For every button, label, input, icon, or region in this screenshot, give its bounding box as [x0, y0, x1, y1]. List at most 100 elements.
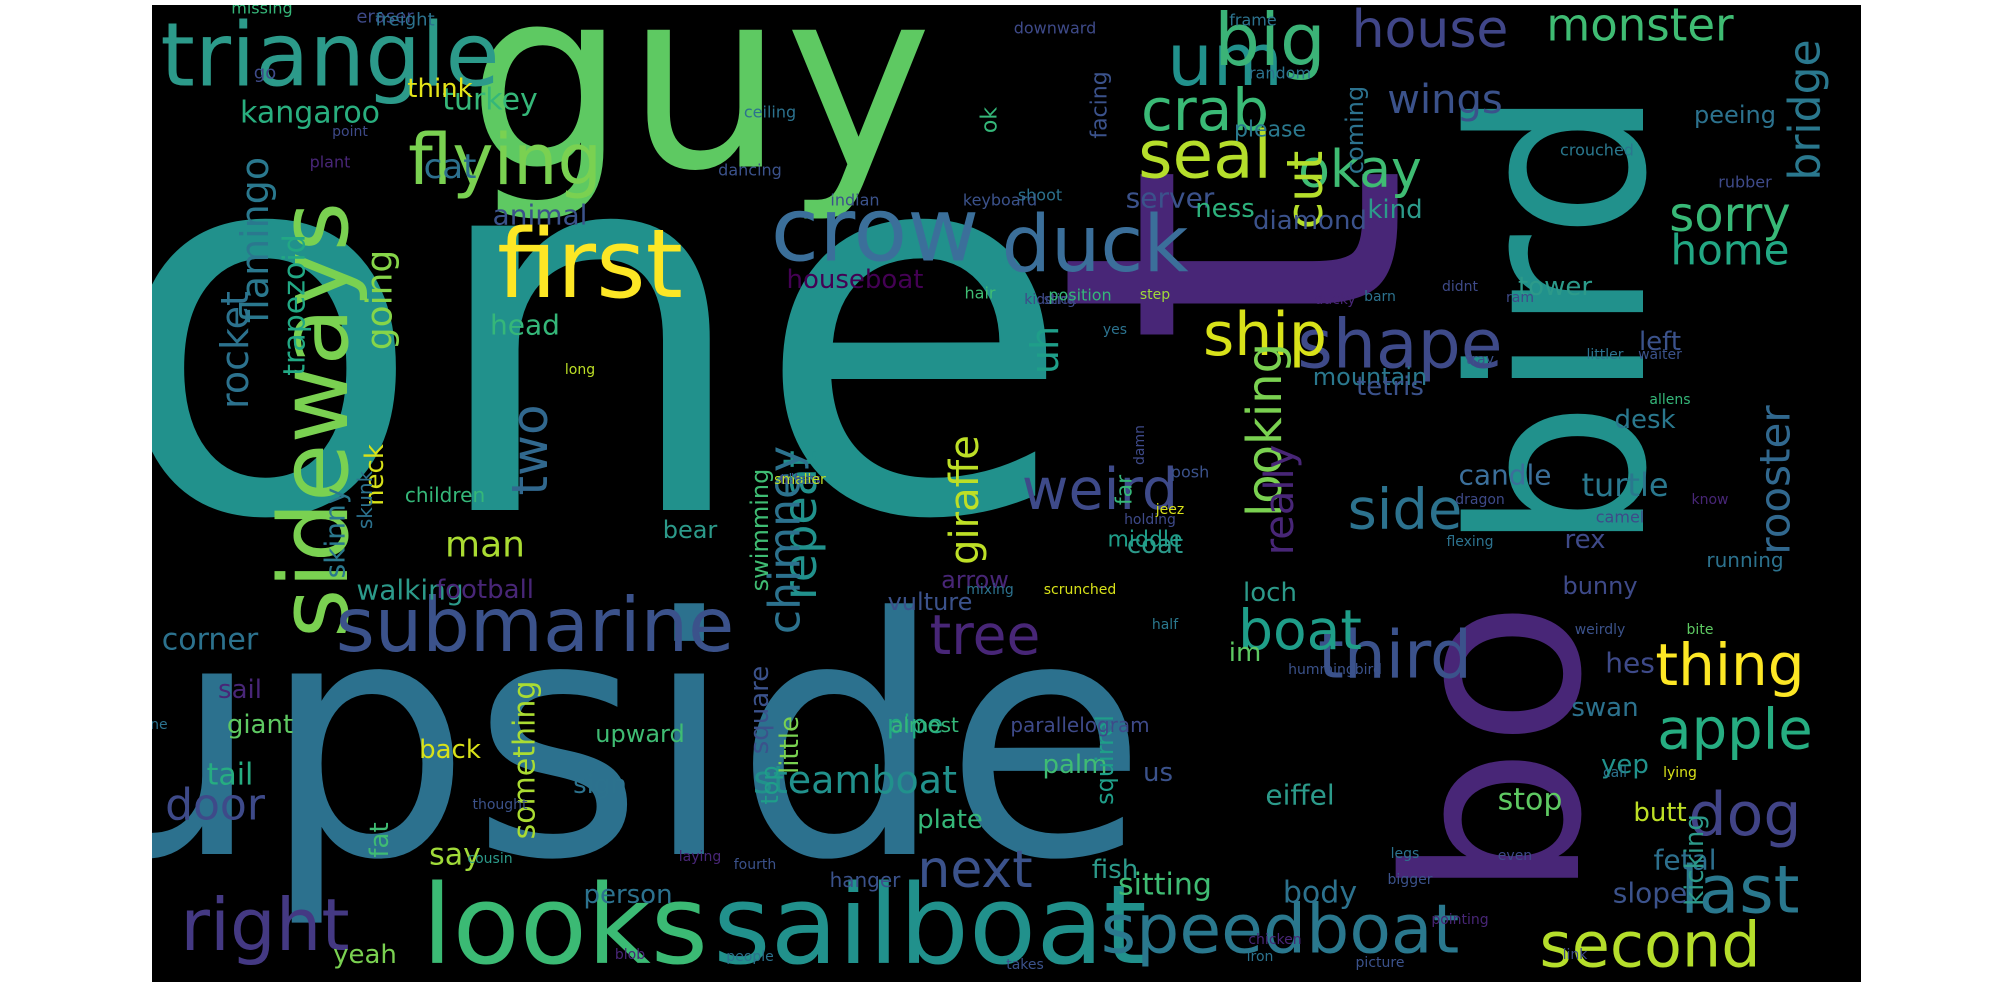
word-dragon: dragon	[1455, 492, 1505, 508]
word-scrunched: scrunched	[1044, 582, 1117, 598]
word-houseboat: houseboat	[787, 265, 924, 295]
word-camel: camel	[1596, 508, 1644, 527]
word-yeah: yeah	[333, 940, 397, 970]
word-yes: yes	[1103, 322, 1127, 338]
word-shoot: shoot	[1018, 186, 1062, 205]
word-turkey: turkey	[442, 83, 538, 118]
word-tail: tail	[207, 758, 254, 793]
word-dog: dog	[1689, 780, 1802, 850]
word-trapezoid: trapezoid	[278, 234, 313, 375]
word-swan: swan	[1571, 693, 1638, 723]
word-know: know	[1692, 492, 1729, 508]
word-swimming: swimming	[746, 469, 774, 592]
word-butt: butt	[1633, 798, 1686, 828]
word-running: running	[1706, 548, 1783, 572]
word-didnt: didnt	[1442, 279, 1479, 295]
word-bigger: bigger	[1388, 872, 1433, 888]
word-laying: laying	[679, 849, 721, 865]
word-plate: plate	[917, 805, 983, 835]
word-hat: hat	[789, 472, 812, 488]
word-think: think	[407, 74, 472, 104]
word-speedboat: speedboat	[1101, 891, 1460, 970]
word-pipe: pipe	[887, 710, 943, 740]
word-rocket: rocket	[213, 291, 257, 409]
word-third: third	[1318, 617, 1472, 694]
word-kidding: kidding	[1024, 292, 1075, 308]
word-point: point	[332, 124, 368, 140]
word-sorry: sorry	[1669, 187, 1790, 243]
word-parallelogram: parallelogram	[1010, 713, 1149, 737]
word-head: head	[490, 309, 560, 342]
word-squirrel: squirrel	[1091, 715, 1119, 805]
word-turtle: turtle	[1581, 466, 1668, 504]
word-kangaroo: kangaroo	[240, 96, 380, 131]
word-back: back	[419, 735, 481, 765]
word-top: top	[756, 765, 784, 804]
word-chicken: chicken	[1248, 932, 1301, 948]
word-slope: slope	[1613, 877, 1688, 910]
word-crow: crow	[771, 179, 979, 282]
word-crouched: crouched	[1560, 141, 1634, 160]
word-man: man	[445, 525, 525, 566]
word-people: people	[726, 949, 773, 965]
word-downward: downward	[1014, 19, 1097, 38]
word-eraser: eraser	[356, 7, 414, 28]
word-thing: thing	[1655, 631, 1804, 699]
word-uh: uh	[1023, 326, 1067, 374]
word-lying: lying	[1663, 765, 1697, 781]
word-step: step	[1140, 287, 1170, 303]
word-cut: cut	[1276, 151, 1334, 230]
word-weird: weird	[1022, 457, 1178, 523]
word-keyboard: keyboard	[963, 191, 1037, 210]
word-cousin: cousin	[467, 851, 512, 867]
word-tree: tree	[930, 603, 1041, 667]
word-little: little	[775, 716, 805, 774]
word-say: say	[429, 838, 481, 873]
word-left: left	[1639, 327, 1681, 357]
word-rubber: rubber	[1718, 173, 1772, 192]
word-boat: boat	[1238, 598, 1362, 662]
word-random: random	[1249, 64, 1311, 83]
word-whats: whats	[779, 472, 821, 488]
word-damn: damn	[1132, 425, 1148, 465]
word-body: body	[1283, 876, 1357, 911]
word-missing: missing	[231, 5, 292, 18]
word-really: really	[1257, 445, 1303, 556]
word-facing: facing	[1088, 71, 1113, 138]
word-server: server	[1126, 182, 1215, 215]
word-cloud-canvas: oneupsideguybirdbotsailboatlookssideways…	[152, 5, 1831, 982]
word-upward: upward	[595, 720, 684, 748]
word-call: call	[1603, 765, 1627, 781]
word-tower: tower	[1518, 272, 1592, 302]
word-ducky: ducky	[1314, 292, 1355, 308]
word-iron: iron	[1247, 949, 1274, 965]
word-second: second	[1539, 909, 1760, 982]
word-side: side	[1348, 478, 1463, 543]
word-dancing: dancing	[718, 161, 782, 180]
word-seal: seal	[1138, 117, 1272, 194]
word-tray: tray	[1466, 352, 1494, 368]
word-coming: coming	[1341, 86, 1369, 174]
word-submarine: submarine	[336, 581, 735, 669]
word-house: house	[1352, 5, 1509, 60]
word-sign: sign	[573, 770, 627, 800]
word-two: two	[501, 404, 559, 495]
word-cloud: one upside guy bird bo t sailboat looks sideways…	[152, 5, 1861, 982]
word-first: first	[497, 210, 683, 320]
word-flying: flying	[408, 119, 602, 201]
word-duck: duck	[1001, 200, 1188, 290]
word-position: position	[1048, 286, 1111, 305]
word-corner: corner	[162, 623, 259, 658]
word-looks: looks	[422, 861, 708, 982]
word-um: um	[1167, 18, 1283, 102]
word-apple: apple	[1657, 698, 1812, 763]
word-monster: monster	[1546, 5, 1734, 52]
word-freight: freight	[375, 10, 434, 31]
word-ram: ram	[1506, 290, 1534, 306]
word-repeat: repeat	[773, 450, 827, 600]
word-link: link	[1563, 947, 1589, 963]
word-next: next	[917, 840, 1032, 900]
word-even: even	[1498, 848, 1532, 864]
word-walking: walking	[356, 574, 463, 607]
word-t: t	[962, 163, 1509, 347]
